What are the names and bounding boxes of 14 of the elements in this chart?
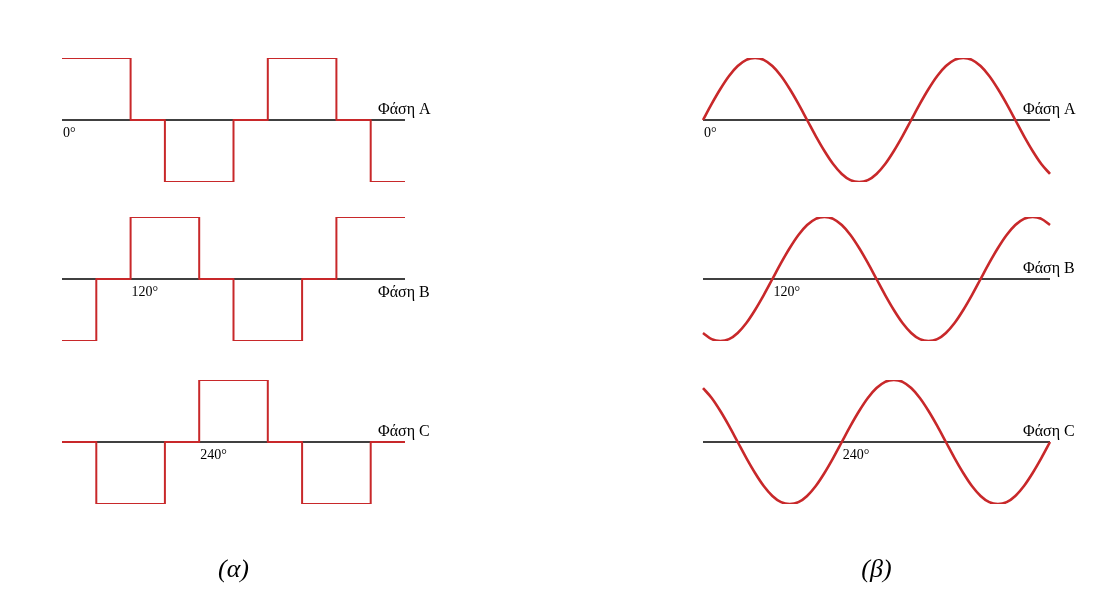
series-label: Φάση A [1023, 100, 1077, 118]
series-label: Φάση B [1023, 259, 1075, 277]
annotation: 0° [63, 125, 76, 140]
annotation: 0° [704, 125, 717, 140]
annotation: 240° [842, 447, 870, 462]
series-label: Φάση A [378, 100, 432, 118]
annotation: 120° [131, 284, 159, 299]
series-label: Φάση C [378, 422, 430, 440]
x-axis-title: (α) [217, 554, 250, 584]
annotation: 120° [773, 284, 801, 299]
series-label: Φάση C [1023, 422, 1075, 440]
x-axis-title: (β) [860, 554, 893, 584]
annotation: 240° [200, 447, 227, 462]
text: Φάση B [378, 283, 430, 301]
